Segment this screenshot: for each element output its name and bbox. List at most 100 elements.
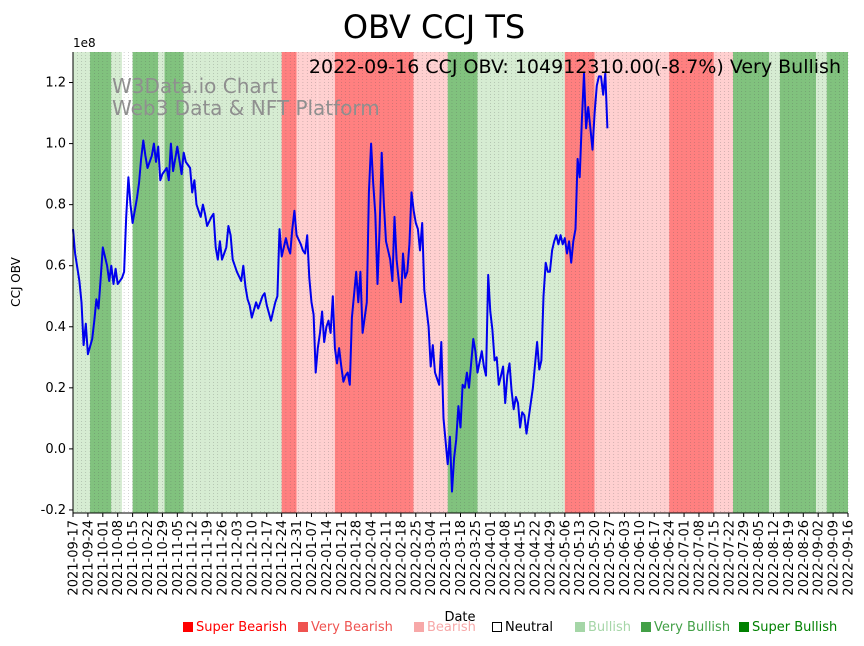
x-axis-label: Date <box>444 610 475 625</box>
sentiment-band-5 <box>158 52 165 513</box>
legend-item-very-bearish: Very Bearish <box>298 620 393 635</box>
x-tick-label: 2021-11-26 <box>216 520 231 596</box>
sentiment-band-7 <box>183 52 195 513</box>
x-tick-label: 2022-07-22 <box>722 520 737 596</box>
legend-swatch <box>298 622 308 632</box>
x-tick-label: 2022-02-25 <box>409 520 424 596</box>
legend-label: Super Bullish <box>752 620 838 635</box>
x-tick-label: 2021-12-31 <box>290 520 305 596</box>
sentiment-band-10 <box>296 52 318 513</box>
legend-item-very-bullish: Very Bullish <box>641 620 730 635</box>
x-tick-label: 2021-10-15 <box>126 520 141 596</box>
obv-line-layer <box>72 72 609 493</box>
x-tick-label: 2022-06-24 <box>663 520 678 596</box>
x-tick-label: 2022-03-18 <box>454 520 469 596</box>
x-tick-label: 2022-04-15 <box>514 520 529 596</box>
sentiment-band-18 <box>594 52 670 513</box>
x-tick-label: 2022-09-02 <box>812 520 827 596</box>
legend-item-super-bullish: Super Bullish <box>739 620 837 635</box>
sentiment-band-6 <box>164 52 184 513</box>
y-tick-label: 0.6 <box>45 259 66 274</box>
x-tick-label: 2022-03-11 <box>439 520 454 596</box>
x-tick-label: 2022-01-07 <box>305 520 320 596</box>
y-tick-label: 0.2 <box>45 381 66 396</box>
x-tick-label: 2022-06-03 <box>618 520 633 596</box>
legend-swatch <box>575 622 585 632</box>
x-tick-label: 2022-08-19 <box>782 520 797 596</box>
sentiment-band-15 <box>477 52 506 513</box>
x-tick-label: 2022-02-04 <box>365 520 380 596</box>
x-tick-label: 2022-08-05 <box>752 520 767 596</box>
x-tick-labels: 2021-09-17 2021-09-24 2021-10-01 2021-10-08… <box>67 513 857 596</box>
legend-item-super-bearish: Super Bearish <box>183 620 287 635</box>
sentiment-band-9 <box>281 52 297 513</box>
legend-label: Super Bearish <box>196 620 288 635</box>
legend-swatch <box>492 622 502 632</box>
y-tick-label: 1.0 <box>45 137 66 152</box>
x-tick-label: 2022-06-17 <box>648 520 663 596</box>
y-axis-label: CCJ OBV <box>9 256 23 306</box>
chart-annotation: 2022-09-16 CCJ OBV: 104912310.00(-8.7%) … <box>309 56 841 78</box>
sentiment-band-14 <box>447 52 478 513</box>
x-tick-label: 2022-07-08 <box>692 520 707 596</box>
legend-label: Bearish <box>427 620 476 635</box>
sentiment-band-12 <box>334 52 414 513</box>
x-tick-label: 2022-01-28 <box>350 520 365 596</box>
x-tick-label: 2021-09-17 <box>67 520 82 596</box>
x-tick-label: 2022-04-01 <box>484 520 499 596</box>
x-tick-label: 2022-05-13 <box>573 520 588 596</box>
x-tick-label: 2022-02-18 <box>394 520 409 596</box>
x-tick-label: 2022-05-06 <box>558 520 573 596</box>
x-tick-label: 2021-12-03 <box>230 520 245 596</box>
x-tick-label: 2022-08-26 <box>797 520 812 596</box>
legend-item-bullish: Bullish <box>575 620 631 635</box>
x-tick-label: 2022-09-16 <box>842 520 857 596</box>
legend-item-neutral: Neutral <box>492 620 553 635</box>
legend-label: Bullish <box>588 620 632 635</box>
x-tick-label: 2022-01-14 <box>320 520 335 596</box>
y-tick-label: 0.0 <box>45 442 66 457</box>
x-tick-label: 2021-10-01 <box>96 520 111 596</box>
watermark-line-2: Web3 Data & NFT Platform <box>112 96 380 120</box>
chart-title: OBV CCJ TS <box>343 8 525 46</box>
x-tick-label: 2022-04-29 <box>543 520 558 596</box>
x-tick-label: 2022-08-12 <box>767 520 782 596</box>
x-tick-label: 2022-01-21 <box>335 520 350 596</box>
legend-swatch <box>641 622 651 632</box>
sentiment-band-19 <box>669 52 714 513</box>
sentiment-band-22 <box>769 52 780 513</box>
x-tick-label: 2021-11-19 <box>201 520 216 596</box>
y-tick-label: -0.2 <box>41 503 66 518</box>
y-tick-label: 0.4 <box>45 320 66 335</box>
x-tick-label: 2021-09-24 <box>81 520 96 596</box>
sentiment-band-11 <box>317 52 335 513</box>
x-tick-label: 2021-11-12 <box>186 520 201 596</box>
sentiment-band-21 <box>733 52 770 513</box>
vertical-gridlines <box>72 52 849 513</box>
x-tick-label: 2021-12-24 <box>275 520 290 596</box>
sentiment-band-25 <box>826 52 848 513</box>
obv-series-line <box>72 72 609 493</box>
sentiment-band-8 <box>194 52 282 513</box>
x-tick-label: 2022-03-04 <box>424 520 439 596</box>
y-tick-label: 0.8 <box>45 198 66 213</box>
x-tick-label: 2022-07-15 <box>707 520 722 596</box>
y-tick-labels: -0.2 0.0 0.2 0.4 0.6 0.8 1.0 1.2 <box>41 76 73 518</box>
x-tick-label: 2022-05-20 <box>588 520 603 596</box>
x-tick-label: 2022-06-10 <box>633 520 648 596</box>
legend-label: Very Bullish <box>654 620 731 635</box>
sentiment-band-16 <box>505 52 565 513</box>
legend-swatch <box>183 622 193 632</box>
x-tick-label: 2021-11-05 <box>171 520 186 596</box>
x-tick-label: 2022-07-01 <box>678 520 693 596</box>
sentiment-band-23 <box>779 52 817 513</box>
sentiment-band-3 <box>121 52 133 513</box>
x-tick-label: 2022-04-22 <box>529 520 544 596</box>
x-tick-label: 2022-04-08 <box>499 520 514 596</box>
x-tick-label: 2022-03-25 <box>469 520 484 596</box>
legend-label: Very Bearish <box>311 620 393 635</box>
x-tick-label: 2022-09-09 <box>827 520 842 596</box>
sentiment-band-24 <box>816 52 827 513</box>
x-tick-label: 2022-02-11 <box>379 520 394 596</box>
